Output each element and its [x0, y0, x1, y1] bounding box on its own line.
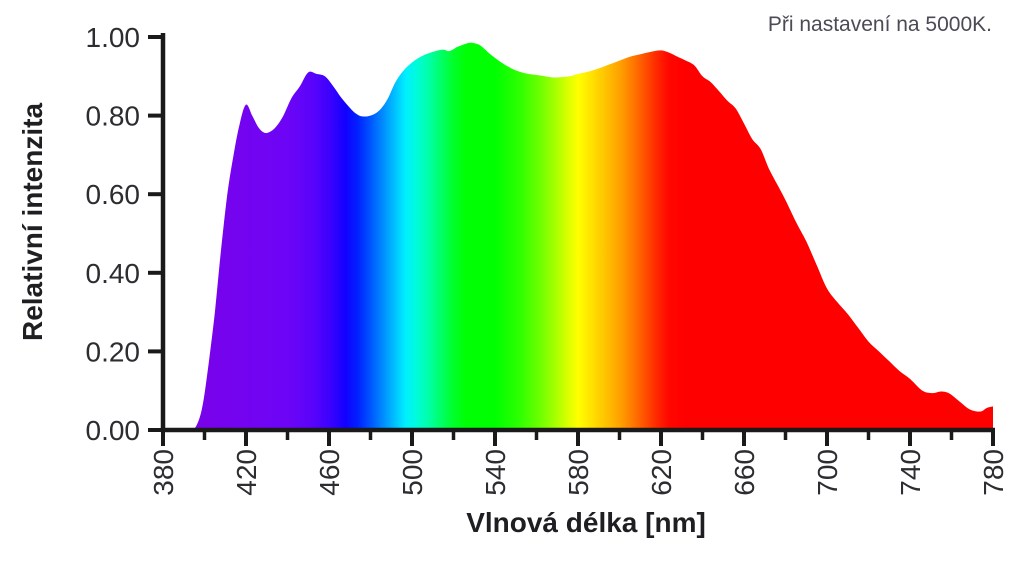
x-axis-title: Vlnová délka [nm] — [466, 507, 706, 538]
y-axis-ticks — [148, 35, 163, 432]
y-tick-label: 1.00 — [86, 22, 141, 53]
x-axis-tick-labels: 380 420 460 500 540 580 620 660 700 740 780 — [148, 449, 1009, 496]
x-tick-label: 740 — [895, 449, 926, 496]
y-tick-label: 0.60 — [86, 179, 141, 210]
x-tick-label: 460 — [314, 449, 345, 496]
spectrum-area — [190, 42, 993, 430]
x-tick-label: 620 — [646, 449, 677, 496]
x-tick-label: 540 — [480, 449, 511, 496]
y-axis-tick-labels: 1.00 0.80 0.60 0.40 0.20 0.00 — [86, 22, 141, 446]
y-tick-label: 0.80 — [86, 101, 141, 132]
x-axis-ticks — [161, 430, 995, 446]
x-tick-label: 420 — [231, 449, 262, 496]
x-tick-label: 780 — [978, 449, 1009, 496]
y-tick-label: 0.00 — [86, 415, 141, 446]
y-axis-title: Relativní intenzita — [17, 103, 48, 341]
color-temperature-annotation: Při nastavení na 5000K. — [768, 13, 992, 36]
y-tick-label: 0.40 — [86, 258, 141, 289]
x-tick-label: 580 — [563, 449, 594, 496]
y-tick-label: 0.20 — [86, 336, 141, 367]
x-tick-label: 700 — [812, 449, 843, 496]
x-tick-label: 500 — [397, 449, 428, 496]
x-tick-label: 660 — [729, 449, 760, 496]
x-tick-label: 380 — [148, 449, 179, 496]
